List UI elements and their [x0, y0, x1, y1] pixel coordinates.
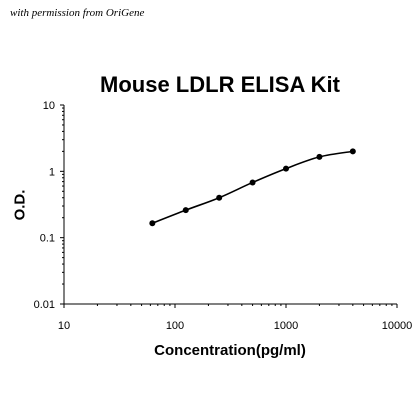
data-point [283, 165, 289, 172]
fit-curve-group [152, 150, 353, 224]
credit-note: with permission from OriGene [10, 7, 145, 19]
data-point [349, 148, 356, 155]
data-point [182, 207, 189, 214]
fit-curve [152, 150, 353, 224]
data-point [216, 194, 223, 201]
y-tick-label: 10 [43, 100, 55, 112]
x-tick-label: 100 [166, 320, 184, 332]
x-tick-label: 10000 [382, 320, 413, 332]
data-points [149, 148, 356, 227]
y-tick-label: 1 [49, 166, 55, 178]
chart-title: Mouse LDLR ELISA Kit [100, 72, 340, 97]
y-tick-label: 0.01 [34, 299, 55, 311]
data-point [149, 220, 156, 227]
x-axis-label: Concentration(pg/ml) [154, 342, 306, 359]
data-point [316, 153, 323, 160]
x-tick-label: 1000 [274, 320, 298, 332]
x-tick-label: 10 [58, 320, 70, 332]
axes: 0.01 0.1 1 10 10 100 1000 10000 [34, 100, 413, 332]
y-tick-label: 0.1 [40, 233, 55, 245]
data-point [249, 179, 256, 186]
